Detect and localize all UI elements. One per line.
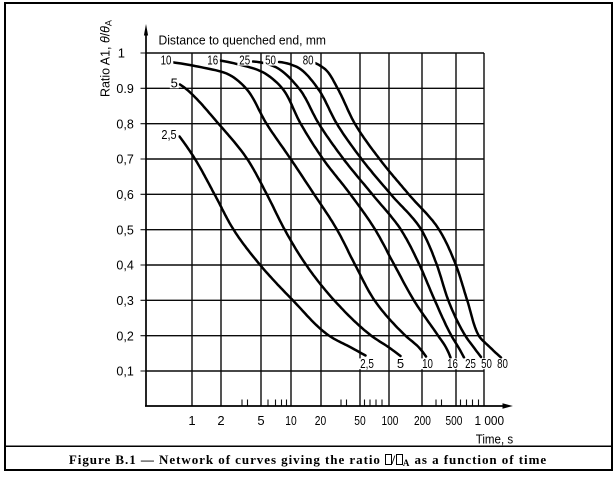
svg-text:0,1: 0,1 bbox=[116, 364, 133, 379]
svg-text:0,8: 0,8 bbox=[116, 116, 133, 131]
svg-text:5: 5 bbox=[257, 413, 264, 428]
svg-text:0,4: 0,4 bbox=[116, 258, 133, 273]
svg-text:500: 500 bbox=[446, 413, 463, 428]
svg-text:1: 1 bbox=[188, 413, 195, 428]
svg-text:20: 20 bbox=[315, 413, 326, 428]
svg-text:Time, s: Time, s bbox=[476, 432, 514, 447]
svg-text:100: 100 bbox=[382, 413, 399, 428]
svg-text:80: 80 bbox=[303, 53, 314, 68]
svg-text:80: 80 bbox=[497, 356, 508, 371]
svg-text:1: 1 bbox=[118, 46, 125, 61]
svg-text:Ratio A1, θ/θA: Ratio A1, θ/θA bbox=[98, 19, 115, 97]
svg-text:10: 10 bbox=[422, 356, 433, 371]
svg-text:0,6: 0,6 bbox=[116, 187, 133, 202]
svg-text:50: 50 bbox=[481, 356, 492, 371]
svg-text:0,2: 0,2 bbox=[116, 328, 133, 343]
svg-text:50: 50 bbox=[265, 53, 276, 68]
svg-text:0,5: 0,5 bbox=[116, 222, 133, 237]
svg-text:0,3: 0,3 bbox=[116, 293, 133, 308]
svg-text:16: 16 bbox=[447, 356, 458, 371]
svg-text:10: 10 bbox=[285, 413, 296, 428]
svg-text:0.9: 0.9 bbox=[116, 81, 133, 96]
svg-text:16: 16 bbox=[207, 53, 218, 68]
svg-text:25: 25 bbox=[465, 356, 476, 371]
svg-text:200: 200 bbox=[414, 413, 431, 428]
svg-text:5: 5 bbox=[397, 356, 404, 371]
svg-text:2,5: 2,5 bbox=[360, 356, 374, 371]
svg-text:50: 50 bbox=[354, 413, 365, 428]
svg-text:10: 10 bbox=[161, 53, 172, 68]
svg-text:5: 5 bbox=[171, 75, 178, 90]
svg-text:1 000: 1 000 bbox=[475, 413, 505, 428]
svg-text:2,5: 2,5 bbox=[161, 127, 176, 142]
svg-text:Distance to quenched end, mm: Distance to quenched end, mm bbox=[159, 33, 327, 48]
svg-text:0,7: 0,7 bbox=[116, 152, 133, 167]
svg-text:2: 2 bbox=[217, 413, 224, 428]
svg-text:25: 25 bbox=[239, 53, 250, 68]
